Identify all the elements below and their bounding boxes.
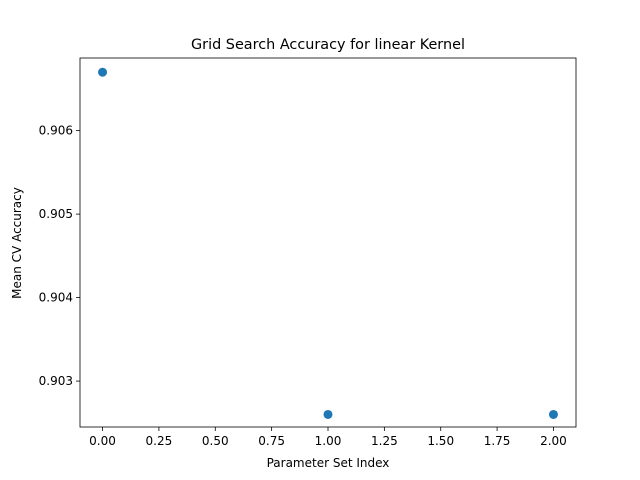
x-tick-label: 1.25 <box>371 434 398 448</box>
y-axis-label: Mean CV Accuracy <box>10 187 24 299</box>
data-point <box>548 409 558 419</box>
plot-area: 0.00 0.25 0.50 0.75 1.00 1.25 1.50 1.75 2.00 0.90… <box>39 57 577 448</box>
x-axis-label: Parameter Set Index <box>267 456 390 470</box>
x-tick-label: 2.00 <box>540 434 567 448</box>
data-point <box>98 67 108 77</box>
data-point <box>323 409 333 419</box>
y-tick-label: 0.903 <box>39 374 73 388</box>
x-tick-label: 0.75 <box>258 434 285 448</box>
x-tick-label: 0.25 <box>146 434 173 448</box>
x-tick-label: 1.75 <box>484 434 511 448</box>
y-tick-label: 0.906 <box>39 124 73 138</box>
y-tick-label: 0.904 <box>39 291 73 305</box>
x-tick-label: 0.50 <box>202 434 229 448</box>
y-tick-label: 0.905 <box>39 207 73 221</box>
chart-title: Grid Search Accuracy for linear Kernel <box>191 37 465 53</box>
x-tick-label: 1.00 <box>315 434 342 448</box>
x-tick-label: 0.00 <box>89 434 116 448</box>
x-tick-label: 1.50 <box>427 434 454 448</box>
